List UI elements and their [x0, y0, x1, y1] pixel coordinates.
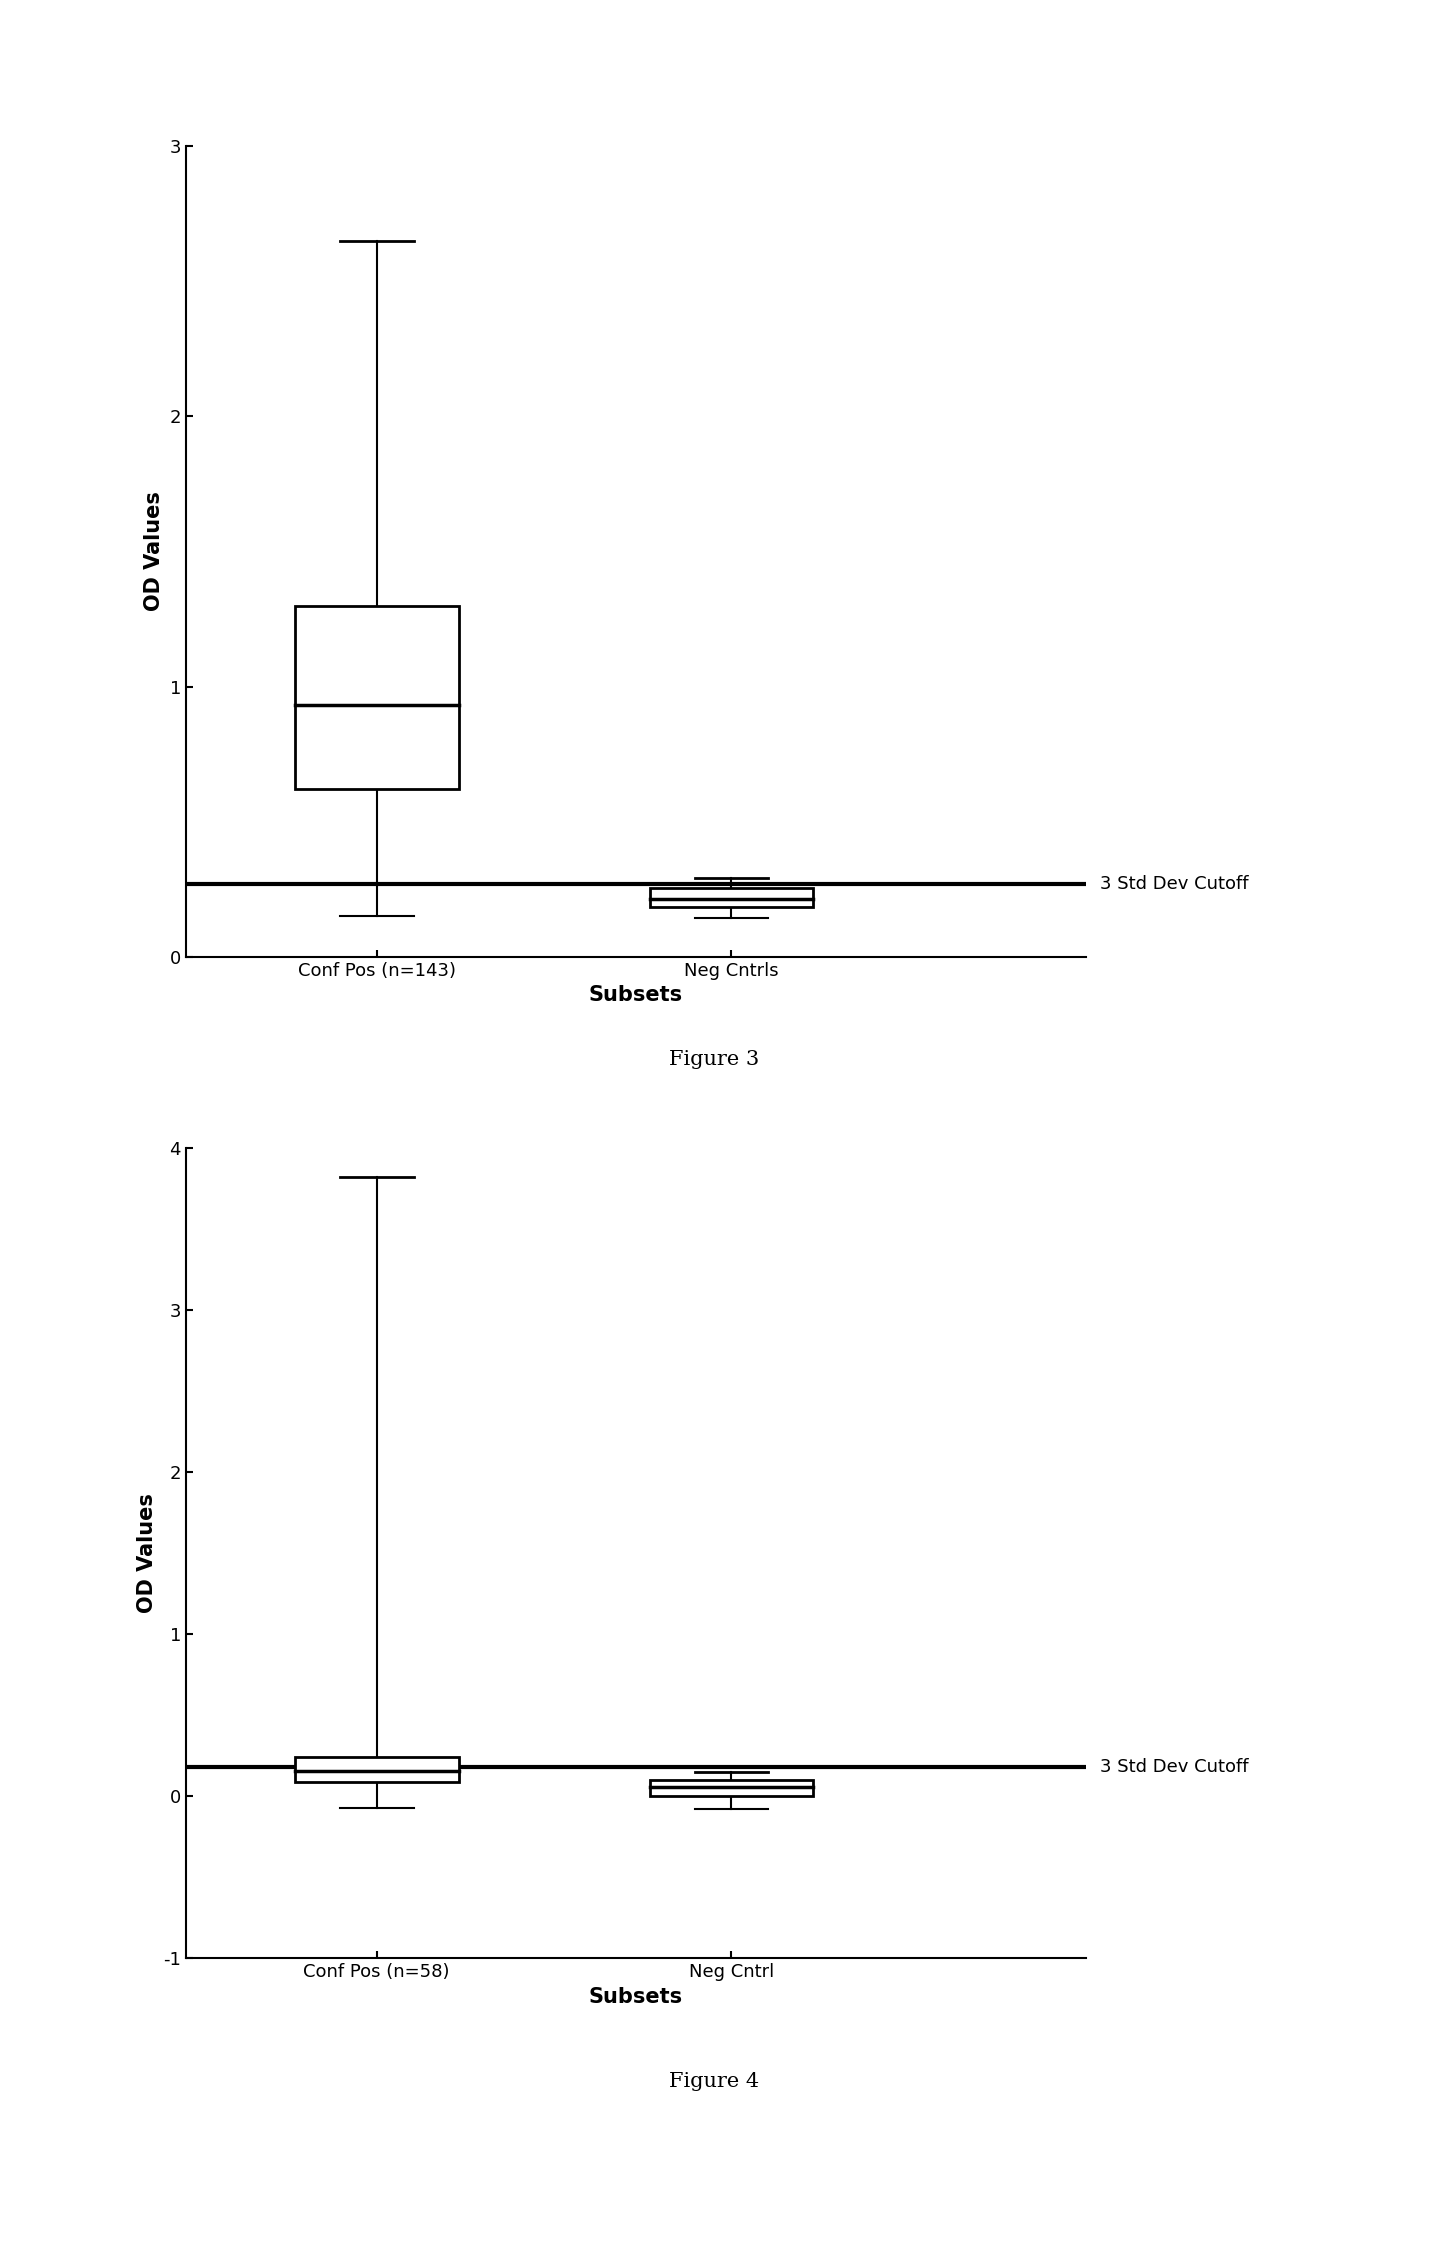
Bar — [650, 887, 813, 907]
Text: 3 Std Dev Cutoff: 3 Std Dev Cutoff — [1100, 1758, 1248, 1776]
Bar — [294, 606, 459, 790]
Y-axis label: OD Values: OD Values — [144, 491, 164, 612]
Bar — [650, 1781, 813, 1796]
Text: 3 Std Dev Cutoff: 3 Std Dev Cutoff — [1100, 876, 1248, 894]
X-axis label: Subsets: Subsets — [589, 1988, 683, 2008]
Text: Figure 3: Figure 3 — [669, 1049, 760, 1069]
Text: Figure 4: Figure 4 — [669, 2071, 760, 2091]
Y-axis label: OD Values: OD Values — [137, 1492, 157, 1614]
Bar — [294, 1756, 459, 1783]
X-axis label: Subsets: Subsets — [589, 986, 683, 1006]
